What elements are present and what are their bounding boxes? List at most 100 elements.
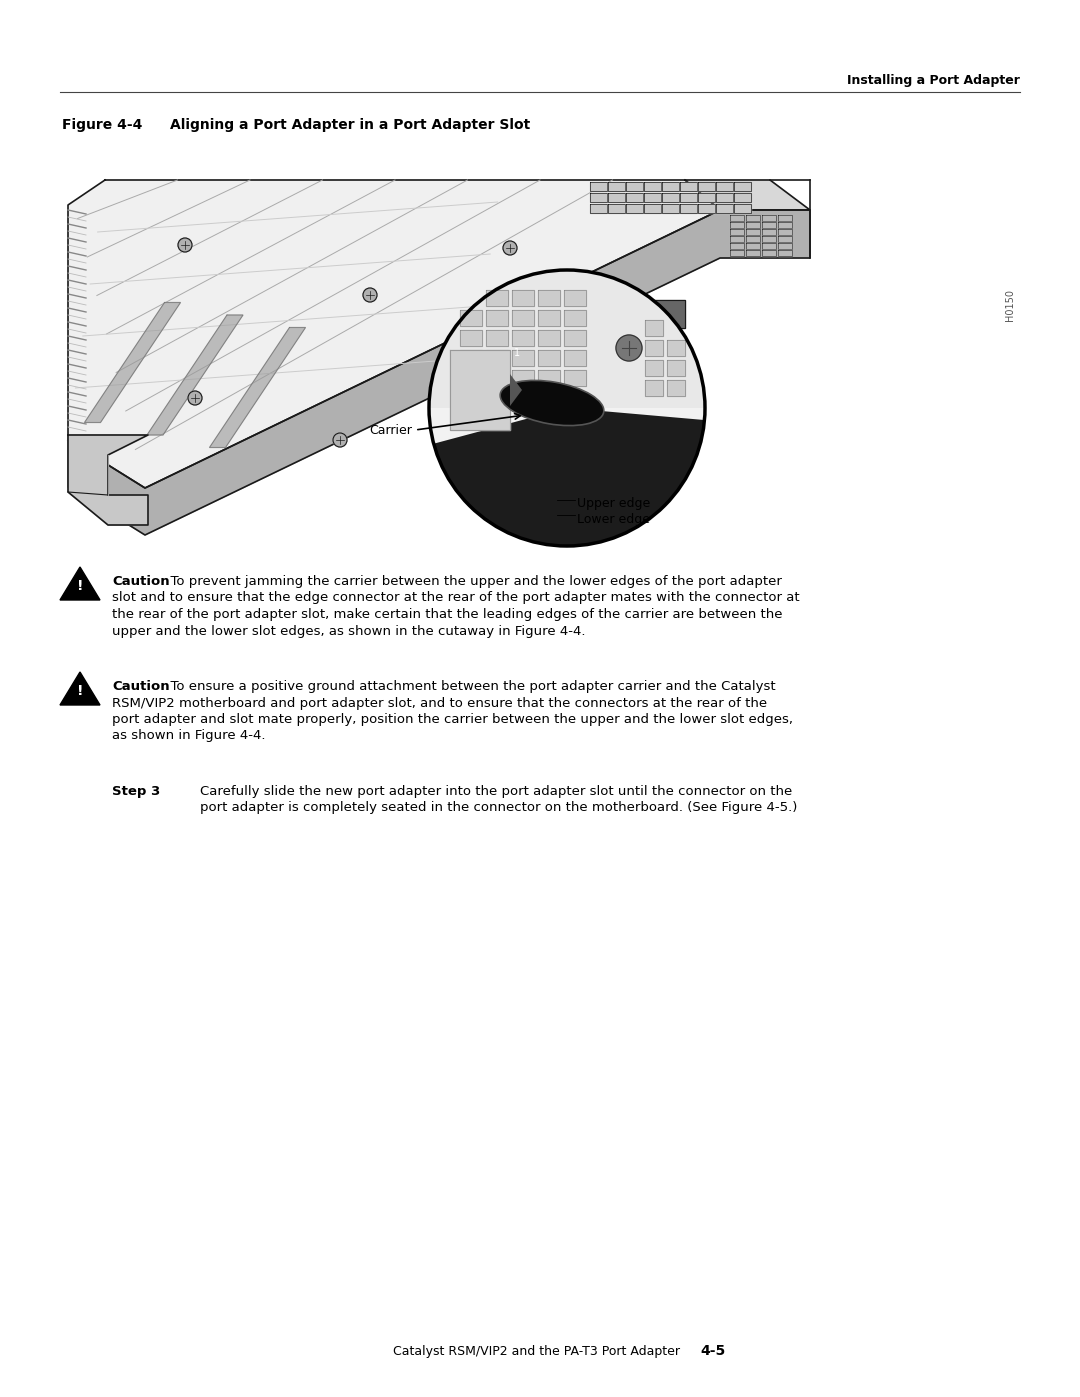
Circle shape	[178, 237, 192, 251]
Polygon shape	[608, 182, 625, 191]
Polygon shape	[210, 327, 306, 447]
Polygon shape	[590, 204, 607, 212]
Polygon shape	[564, 330, 586, 346]
Polygon shape	[778, 229, 792, 235]
Polygon shape	[60, 567, 100, 599]
Text: as shown in Figure 4-4.: as shown in Figure 4-4.	[112, 729, 266, 742]
Text: !: !	[77, 685, 83, 698]
Polygon shape	[68, 434, 148, 525]
Polygon shape	[590, 182, 607, 191]
Polygon shape	[778, 250, 792, 256]
Polygon shape	[564, 291, 586, 306]
Polygon shape	[762, 222, 777, 228]
Text: port adapter and slot mate properly, position the carrier between the upper and : port adapter and slot mate properly, pos…	[112, 712, 793, 726]
Polygon shape	[538, 330, 561, 346]
Polygon shape	[538, 291, 561, 306]
Polygon shape	[590, 300, 685, 328]
Polygon shape	[644, 182, 661, 191]
Polygon shape	[645, 320, 663, 337]
Polygon shape	[626, 204, 643, 212]
Polygon shape	[68, 180, 720, 488]
Polygon shape	[608, 193, 625, 203]
Polygon shape	[645, 339, 663, 356]
Polygon shape	[512, 310, 534, 326]
Polygon shape	[564, 351, 586, 366]
Polygon shape	[538, 351, 561, 366]
Polygon shape	[512, 330, 534, 346]
Polygon shape	[746, 215, 760, 221]
Text: RSM/VIP2 motherboard and port adapter slot, and to ensure that the connectors at: RSM/VIP2 motherboard and port adapter sl…	[112, 697, 767, 710]
Text: Carrier: Carrier	[369, 423, 411, 436]
Circle shape	[363, 288, 377, 302]
Polygon shape	[730, 222, 744, 228]
Text: Figure 4-4: Figure 4-4	[62, 117, 143, 131]
Polygon shape	[626, 182, 643, 191]
Text: Upper edge: Upper edge	[577, 497, 650, 510]
Polygon shape	[778, 243, 792, 249]
Polygon shape	[662, 193, 679, 203]
Polygon shape	[762, 215, 777, 221]
Polygon shape	[734, 193, 751, 203]
Polygon shape	[564, 370, 586, 386]
Polygon shape	[486, 291, 508, 306]
Polygon shape	[762, 243, 777, 249]
Text: Step 3: Step 3	[112, 785, 160, 798]
Polygon shape	[667, 380, 685, 395]
Polygon shape	[698, 204, 715, 212]
Text: Aligning a Port Adapter in a Port Adapter Slot: Aligning a Port Adapter in a Port Adapte…	[170, 117, 530, 131]
Polygon shape	[486, 351, 508, 366]
Text: Caution: Caution	[112, 680, 170, 693]
Polygon shape	[608, 204, 625, 212]
Polygon shape	[778, 236, 792, 242]
Polygon shape	[730, 215, 744, 221]
Polygon shape	[486, 310, 508, 326]
Polygon shape	[84, 303, 180, 422]
Polygon shape	[680, 204, 697, 212]
Polygon shape	[538, 310, 561, 326]
Polygon shape	[762, 250, 777, 256]
Polygon shape	[60, 672, 100, 705]
Polygon shape	[762, 236, 777, 242]
Polygon shape	[730, 236, 744, 242]
Text: Caution: Caution	[112, 576, 170, 588]
Polygon shape	[716, 204, 733, 212]
Circle shape	[503, 242, 517, 256]
Polygon shape	[564, 310, 586, 326]
Circle shape	[429, 270, 705, 546]
Polygon shape	[460, 351, 482, 366]
Polygon shape	[698, 193, 715, 203]
Polygon shape	[68, 210, 810, 535]
Polygon shape	[730, 250, 744, 256]
Circle shape	[333, 433, 347, 447]
Polygon shape	[590, 345, 685, 373]
Polygon shape	[510, 374, 522, 407]
Text: port adapter is completely seated in the connector on the motherboard. (See Figu: port adapter is completely seated in the…	[200, 802, 797, 814]
Polygon shape	[734, 204, 751, 212]
Polygon shape	[147, 314, 243, 434]
Polygon shape	[667, 339, 685, 356]
Text: To ensure a positive ground attachment between the port adapter carrier and the : To ensure a positive ground attachment b…	[162, 680, 775, 693]
Polygon shape	[645, 380, 663, 395]
Text: H0150: H0150	[1005, 289, 1015, 321]
Polygon shape	[662, 182, 679, 191]
Polygon shape	[486, 370, 508, 386]
Polygon shape	[512, 370, 534, 386]
Polygon shape	[778, 222, 792, 228]
Text: Catalyst RSM/VIP2 and the PA-T3 Port Adapter: Catalyst RSM/VIP2 and the PA-T3 Port Ada…	[393, 1345, 680, 1358]
Text: !: !	[77, 578, 83, 592]
Polygon shape	[512, 351, 534, 366]
Polygon shape	[667, 360, 685, 376]
Polygon shape	[450, 351, 510, 430]
Polygon shape	[662, 204, 679, 212]
Polygon shape	[512, 291, 534, 306]
Polygon shape	[716, 193, 733, 203]
Polygon shape	[746, 243, 760, 249]
Polygon shape	[746, 229, 760, 235]
Wedge shape	[429, 270, 705, 408]
Polygon shape	[590, 193, 607, 203]
Polygon shape	[645, 360, 663, 376]
Polygon shape	[734, 182, 751, 191]
Polygon shape	[746, 250, 760, 256]
Circle shape	[188, 391, 202, 405]
Polygon shape	[486, 330, 508, 346]
